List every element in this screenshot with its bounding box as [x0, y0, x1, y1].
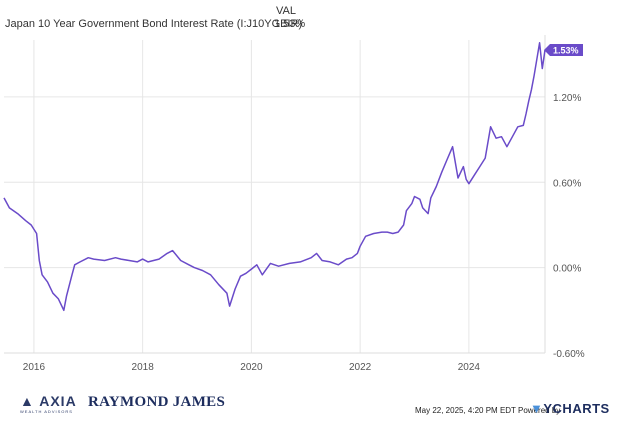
x-tick-label: 2022: [349, 362, 372, 373]
x-axis: 2016 2018 2020 2022 2024: [23, 362, 481, 373]
y-tick-label: 1.20%: [553, 93, 581, 104]
series-line: [3, 42, 546, 312]
x-tick-label: 2024: [458, 362, 481, 373]
last-value-badge: 1.53%: [544, 43, 583, 56]
chart-grid: [4, 35, 546, 354]
y-tick-label: 0.60%: [553, 178, 581, 189]
ycharts-logo: ▼YCHARTS: [530, 401, 610, 416]
axia-logo: ▲ AXIA: [20, 393, 77, 409]
chart-header: Japan 10 Year Government Bond Interest R…: [0, 0, 624, 34]
val-heading: VAL: [276, 5, 296, 17]
x-tick-label: 2020: [240, 362, 263, 373]
series-name: Japan 10 Year Government Bond Interest R…: [5, 18, 303, 30]
y-tick-label: -0.60%: [553, 349, 585, 360]
raymond-james-logo: RAYMOND JAMES: [88, 394, 226, 410]
current-value: 1.53%: [274, 18, 306, 30]
x-tick-label: 2016: [23, 362, 46, 373]
line-chart: 1.20%0.60%0.00%-0.60% 2016 2018 2020 2022 20…: [3, 35, 585, 373]
y-axis: 1.20% 0.60% 0.00% -0.60%: [553, 93, 585, 360]
footer: ▲ AXIA WEALTH ADVISORS RAYMOND JAMES May…: [0, 388, 624, 425]
credit-text: May 22, 2025, 4:20 PM EDT Powered by: [415, 406, 561, 415]
value-badge-label: 1.53%: [553, 45, 579, 55]
y-tick-label: 0.00%: [553, 264, 581, 275]
ycharts-y-icon: ▼: [530, 401, 544, 416]
axia-subtitle: WEALTH ADVISORS: [20, 409, 73, 414]
value-badge-bg: [544, 43, 583, 56]
series-lines: [3, 42, 546, 312]
axia-triangle-icon: ▲: [20, 393, 35, 409]
x-tick-label: 2018: [132, 362, 155, 373]
